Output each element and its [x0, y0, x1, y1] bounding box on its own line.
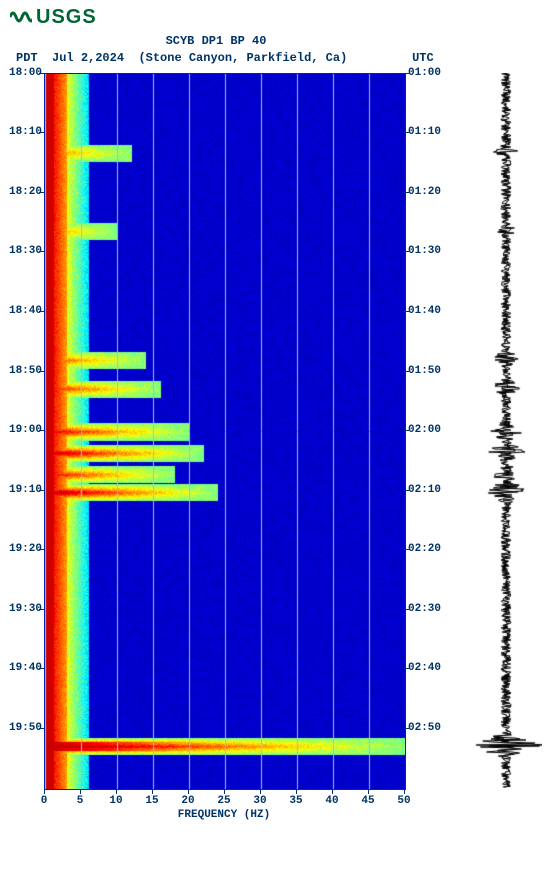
chart-area: 18:0018:1018:2018:3018:4018:5019:0019:10…: [0, 73, 552, 813]
usgs-wave-icon: [10, 7, 32, 28]
y-tick-left: 18:20: [0, 186, 42, 198]
tz-right: UTC: [412, 51, 434, 65]
station-line: SCYB DP1 BP 40: [0, 33, 552, 50]
y-tick-left: 19:20: [0, 543, 42, 555]
y-tick-left: 19:40: [0, 662, 42, 674]
y-tick-right: 02:00: [408, 424, 454, 436]
y-tick-right: 02:30: [408, 603, 454, 615]
y-tick-left: 18:40: [0, 305, 42, 317]
y-tick-right: 01:40: [408, 305, 454, 317]
y-tick-left: 19:00: [0, 424, 42, 436]
y-tick-right: 01:30: [408, 245, 454, 257]
y-tick-left: 18:10: [0, 126, 42, 138]
x-tick: 40: [325, 795, 338, 807]
y-tick-right: 01:50: [408, 365, 454, 377]
x-tick: 50: [397, 795, 410, 807]
y-tick-right: 02:40: [408, 662, 454, 674]
y-tick-left: 19:10: [0, 484, 42, 496]
x-tick: 45: [361, 795, 374, 807]
x-tick: 0: [41, 795, 48, 807]
header-date: Jul 2,2024: [52, 51, 124, 65]
y-tick-right: 01:00: [408, 67, 454, 79]
y-tick-left: 18:00: [0, 67, 42, 79]
y-tick-left: 18:30: [0, 245, 42, 257]
y-tick-right: 02:10: [408, 484, 454, 496]
y-tick-right: 01:20: [408, 186, 454, 198]
x-tick: 15: [145, 795, 158, 807]
header-subline: PDT Jul 2,2024 (Stone Canyon, Parkfield,…: [16, 50, 552, 67]
y-tick-left: 19:50: [0, 722, 42, 734]
spectrogram: [44, 73, 406, 790]
x-tick: 30: [253, 795, 266, 807]
chart-header: SCYB DP1 BP 40 PDT Jul 2,2024 (Stone Can…: [0, 33, 552, 67]
x-axis-label: FREQUENCY (HZ): [178, 809, 270, 821]
y-tick-right: 01:10: [408, 126, 454, 138]
x-axis: FREQUENCY (HZ) 05101520253035404550: [44, 789, 404, 817]
y-tick-left: 18:50: [0, 365, 42, 377]
x-tick: 10: [109, 795, 122, 807]
y-tick-left: 19:30: [0, 603, 42, 615]
x-tick: 35: [289, 795, 302, 807]
seismogram: [470, 73, 542, 788]
x-tick: 20: [181, 795, 194, 807]
header-location: (Stone Canyon, Parkfield, Ca): [138, 51, 347, 65]
usgs-logo-text: USGS: [36, 6, 97, 29]
x-tick: 5: [77, 795, 84, 807]
x-tick: 25: [217, 795, 230, 807]
usgs-logo: USGS: [10, 6, 552, 29]
tz-left: PDT: [16, 51, 38, 65]
y-tick-right: 02:20: [408, 543, 454, 555]
y-tick-right: 02:50: [408, 722, 454, 734]
